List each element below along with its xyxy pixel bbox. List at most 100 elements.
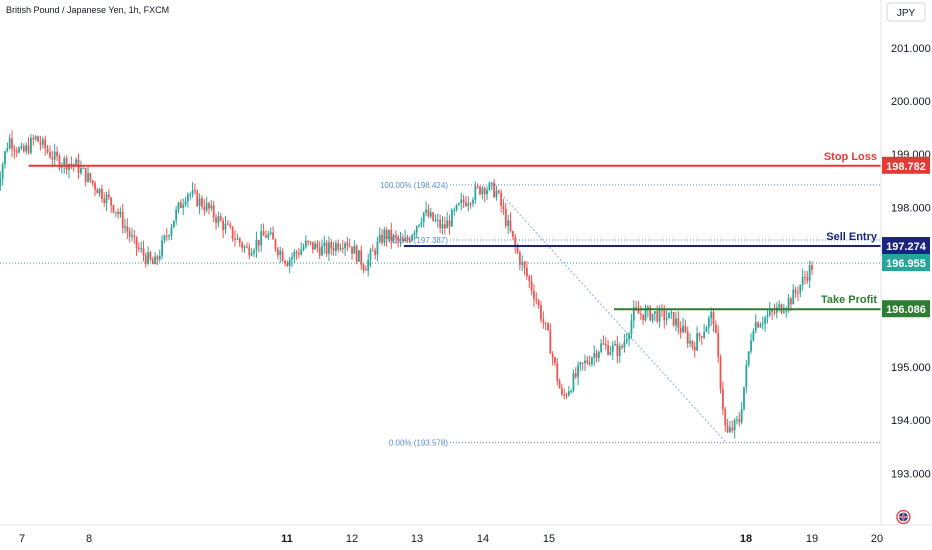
currency-button[interactable]: JPY bbox=[886, 2, 926, 22]
candle-body bbox=[490, 182, 493, 184]
candle-body bbox=[696, 333, 698, 351]
candle-body bbox=[733, 419, 736, 431]
candle-body bbox=[516, 246, 519, 253]
currency-button-frame bbox=[886, 2, 926, 22]
plot-area[interactable]: 100.00% (198.424) 78.60% (197.387) 0.00% (… bbox=[0, 130, 932, 448]
candle-body bbox=[614, 343, 616, 346]
candle-body bbox=[474, 186, 477, 200]
candle-body bbox=[721, 389, 724, 410]
time-tick-label: 12 bbox=[346, 533, 358, 545]
candle-body bbox=[107, 194, 110, 198]
candle-body bbox=[399, 239, 402, 241]
candle-body bbox=[27, 145, 30, 153]
candle-body bbox=[198, 198, 201, 206]
candle-body bbox=[408, 239, 411, 241]
candle-body bbox=[65, 158, 68, 170]
uk-flag-event-icon[interactable] bbox=[896, 509, 911, 525]
candle-body bbox=[672, 312, 675, 326]
candle-body bbox=[186, 194, 189, 202]
candle-body bbox=[262, 231, 265, 236]
candle-body bbox=[787, 298, 790, 309]
candle-body bbox=[773, 311, 776, 313]
candle-body bbox=[691, 340, 694, 347]
candle-body bbox=[22, 146, 25, 152]
candle-body bbox=[309, 241, 312, 243]
price-badge-bg bbox=[882, 156, 930, 174]
candle-body bbox=[255, 239, 258, 251]
candle-body bbox=[621, 345, 623, 348]
price-tick-label: 193.000 bbox=[891, 468, 931, 480]
event-markers[interactable] bbox=[896, 509, 932, 525]
candle-body bbox=[801, 276, 804, 286]
candle-body bbox=[32, 137, 35, 140]
candle-body bbox=[151, 259, 154, 265]
candle-body bbox=[455, 204, 458, 210]
candle-body bbox=[168, 235, 171, 237]
candle-body bbox=[572, 373, 575, 392]
candle-body bbox=[446, 220, 449, 229]
candle-body bbox=[514, 236, 517, 247]
candle-body bbox=[528, 276, 531, 282]
candle-body bbox=[288, 259, 291, 267]
candle-body bbox=[479, 186, 481, 195]
candle-body bbox=[415, 226, 418, 233]
candle-body bbox=[395, 235, 397, 238]
candle-body bbox=[300, 249, 303, 255]
fib-level-label: 100.00% (198.424) bbox=[380, 181, 448, 190]
candle-body bbox=[623, 341, 626, 348]
candle-body bbox=[406, 238, 409, 240]
candle-body bbox=[260, 231, 263, 246]
candle-body bbox=[154, 256, 156, 265]
candle-body bbox=[698, 333, 701, 337]
price-tick-label: 195.000 bbox=[891, 362, 931, 374]
stop-loss-label: Stop Loss bbox=[824, 151, 877, 163]
candle-body bbox=[355, 245, 358, 262]
candle-body bbox=[383, 229, 386, 243]
candle-body bbox=[133, 235, 136, 237]
candle-body bbox=[563, 394, 566, 396]
time-axis[interactable]: 78111213141518192021222526 bbox=[19, 533, 932, 545]
candle-body bbox=[556, 363, 559, 381]
candle-body bbox=[358, 250, 360, 262]
candle-body bbox=[509, 220, 512, 232]
candle-body bbox=[367, 259, 370, 271]
candle-body bbox=[243, 246, 246, 248]
candle-body bbox=[222, 220, 225, 231]
candle-body bbox=[140, 248, 143, 250]
candle-body bbox=[591, 357, 593, 365]
candle-body bbox=[497, 190, 500, 193]
candle-body bbox=[604, 344, 607, 346]
candle-body bbox=[161, 240, 163, 256]
candle-body bbox=[684, 325, 687, 332]
price-badge-bg bbox=[882, 253, 930, 271]
candle-body bbox=[63, 158, 66, 166]
candle-body bbox=[549, 330, 552, 354]
candle-body bbox=[577, 365, 579, 377]
candle-body bbox=[8, 138, 11, 149]
candle-body bbox=[246, 246, 248, 248]
price-axis[interactable]: 201.000200.000199.000198.000195.000194.0… bbox=[891, 43, 931, 481]
candle-body bbox=[450, 210, 453, 227]
candle-body bbox=[609, 351, 612, 355]
candle-body bbox=[500, 192, 503, 206]
candle-body bbox=[789, 298, 792, 305]
candle-body bbox=[677, 318, 680, 328]
candle-body bbox=[4, 151, 6, 165]
candle-body bbox=[70, 163, 73, 165]
candle-body bbox=[797, 292, 799, 294]
candle-body bbox=[551, 353, 554, 358]
candle-body bbox=[68, 163, 70, 170]
candle-body bbox=[747, 351, 750, 365]
candle-body bbox=[101, 188, 103, 199]
candle-body bbox=[483, 188, 486, 195]
candle-body bbox=[87, 173, 89, 182]
sell-entry-label: Sell Entry bbox=[826, 231, 878, 243]
candle-body bbox=[231, 226, 234, 239]
fib-level-label: 0.00% (193.578) bbox=[389, 439, 448, 448]
candle-body bbox=[128, 231, 131, 237]
candle-body bbox=[570, 391, 573, 393]
candle-body bbox=[351, 246, 353, 254]
candle-body bbox=[712, 312, 715, 325]
candle-body bbox=[754, 322, 757, 332]
